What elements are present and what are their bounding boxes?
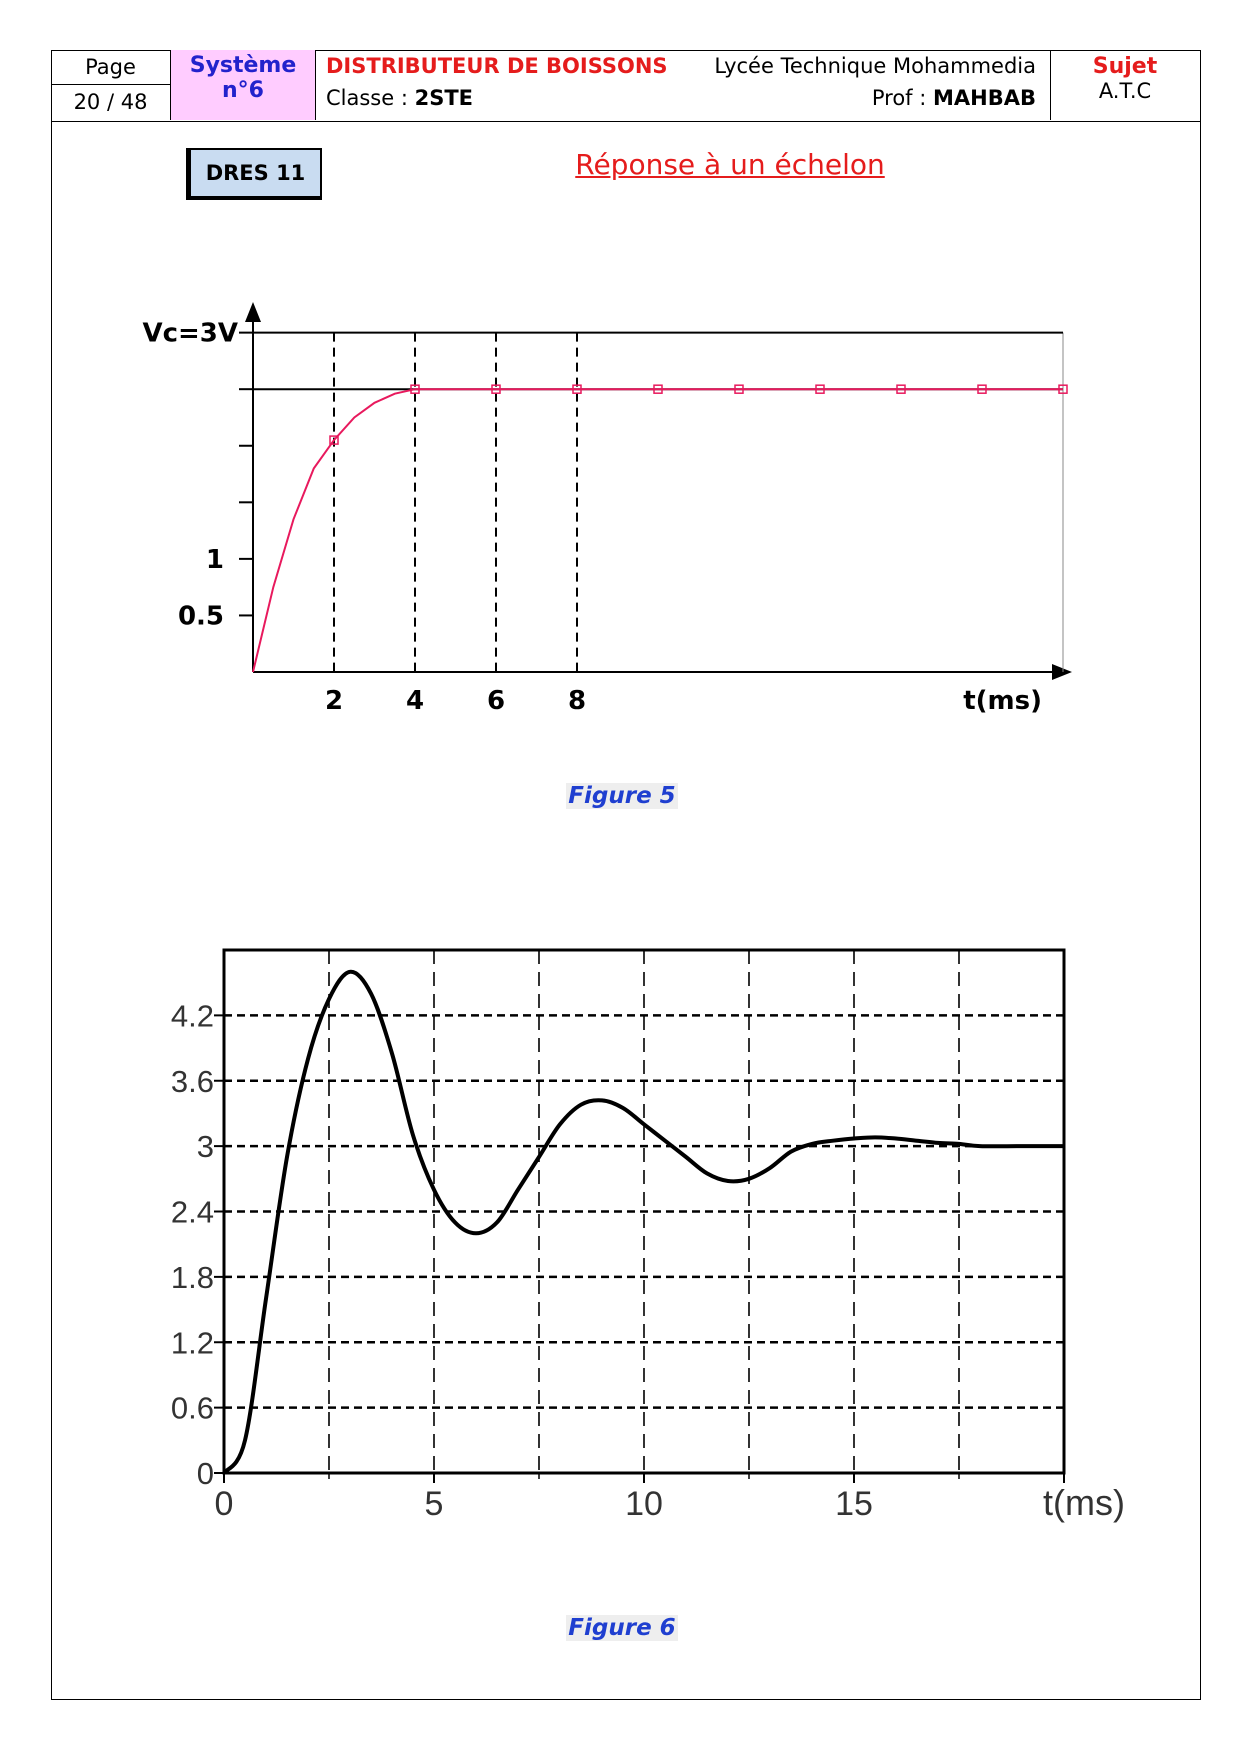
data-point-marker [1058,384,1068,394]
x-axis-arrow [1052,664,1072,680]
document-header: Page 20 / 48 Système n°6 DISTRIBUTEUR DE… [51,50,1201,122]
figure-6-series [222,969,1064,1475]
y-axis-arrow [245,302,261,322]
section-title: Réponse à un échelon [575,148,885,181]
y-tick-label: 1.8 [171,1260,214,1295]
figure-6-labels: 0 0.6 1.2 1.8 2.4 3 3.6 4.2 0 5 10 15 t(ms) [171,998,1125,1523]
page-frame [51,50,1201,1700]
x-axis-label: t(ms) [963,686,1042,716]
figure-5-labels: 2 4 6 8 0.5 1 Vc=3V t(ms) [142,319,1042,716]
data-point-marker [410,384,420,394]
school-name: Lycée Technique Mohammedia [714,54,1036,78]
x-axis-label: t(ms) [1043,1482,1125,1523]
data-point-marker [653,384,663,394]
subject-value: A.T.C [1098,79,1152,103]
system-cell: Système n°6 [171,50,316,120]
y-tick-label: 3 [197,1129,214,1164]
y-tick-label: 4.2 [171,998,214,1033]
class-value: 2STE [414,86,473,110]
x-tick-label: 0 [215,1485,234,1523]
x-tick-label: 2 [325,686,343,716]
y-tick-label: 1.2 [171,1325,214,1360]
y-tick-label: 0.6 [171,1391,214,1426]
y-tick-label: 0.5 [178,601,224,631]
figure-5-caption: Figure 5 [522,783,722,809]
data-point-marker [491,384,501,394]
x-tick-label: 8 [568,686,586,716]
class-info: Classe : 2STE [326,86,473,110]
page-number: 20 / 48 [73,90,148,114]
y-tick-label: 1 [206,545,224,575]
data-point-marker [815,384,825,394]
x-tick-label: 10 [625,1485,663,1523]
page-label: Page [51,50,170,85]
x-tick-label: 4 [406,686,424,716]
title-cell: DISTRIBUTEUR DE BOISSONS Lycée Technique… [316,50,1051,120]
page-cell: Page 20 / 48 [51,50,171,120]
prof-info: Prof : MAHBAB [872,86,1036,110]
prof-label: Prof : [871,86,933,110]
data-point-marker [734,384,744,394]
x-tick-label: 6 [487,686,505,716]
prof-value: MAHBAB [933,86,1036,110]
document-title: DISTRIBUTEUR DE BOISSONS [326,54,668,78]
data-point-marker [896,384,906,394]
y-tick-label: 2.4 [171,1195,214,1230]
x-tick-label: 15 [835,1485,873,1523]
response-curve [222,969,1064,1475]
class-label: Classe : [326,86,415,110]
subject-cell: Sujet A.T.C [1051,50,1199,120]
data-point-marker [329,435,339,445]
figure-6-caption: Figure 6 [522,1615,722,1641]
figure-6-frame [214,948,1066,1483]
figure-6-gridlines [224,950,1064,1473]
data-point-marker [977,384,987,394]
y-tick-label: 3.6 [171,1064,214,1099]
y-tick-label: 0 [197,1456,214,1491]
data-point-marker [572,384,582,394]
system-number: n°6 [222,78,264,103]
response-curve [252,388,1063,673]
dres-label: DRES 11 [186,148,322,200]
y-tick-label: Vc=3V [142,319,238,349]
x-tick-label: 5 [425,1485,444,1523]
figure-5-series [252,384,1068,673]
subject-label: Sujet [1092,54,1158,79]
figure-5-caption-text: Figure 5 [566,783,678,809]
figure-6-caption-text: Figure 6 [566,1615,678,1641]
system-label: Système [189,53,297,78]
